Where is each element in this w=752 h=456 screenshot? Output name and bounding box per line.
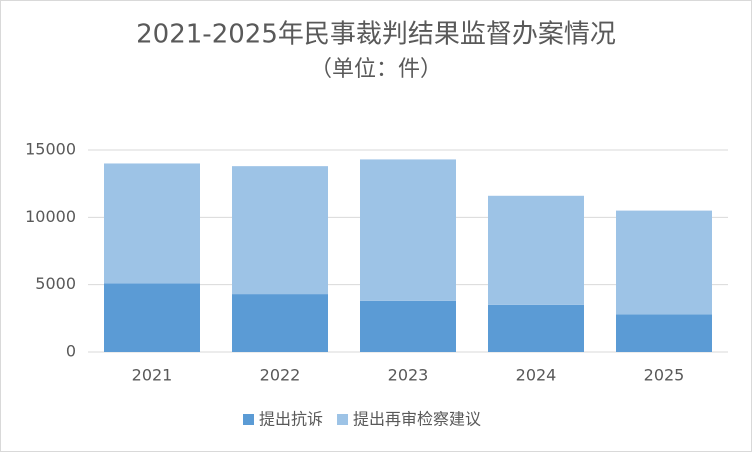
bar-segment	[232, 166, 328, 295]
chart-subtitle: （单位：件）	[310, 57, 442, 82]
x-tick-label: 2022	[260, 366, 301, 385]
bar-segment	[104, 283, 200, 352]
x-tick-label: 2023	[388, 366, 429, 385]
bar-segment	[488, 304, 584, 352]
x-tick-label: 2025	[644, 366, 685, 385]
legend-label: 提出抗诉	[259, 410, 323, 429]
y-tick-label: 0	[66, 342, 76, 361]
bar-segment	[616, 314, 712, 352]
y-tick-label: 5000	[35, 274, 76, 293]
bar-segment	[488, 195, 584, 305]
bar-segment	[616, 210, 712, 315]
bar-segment	[360, 159, 456, 301]
bar-segment	[360, 300, 456, 352]
legend-swatch	[243, 414, 254, 425]
chart-title: 2021-2025年民事裁判结果监督办案情况	[136, 20, 616, 50]
y-tick-label: 10000	[25, 207, 76, 226]
x-tick-label: 2024	[516, 366, 557, 385]
legend-label: 提出再审检察建议	[353, 410, 481, 429]
legend-swatch	[337, 414, 349, 425]
bar-segment	[104, 163, 200, 284]
y-tick-label: 15000	[25, 140, 76, 159]
bar-segment	[232, 294, 328, 352]
x-tick-label: 2021	[132, 366, 173, 385]
